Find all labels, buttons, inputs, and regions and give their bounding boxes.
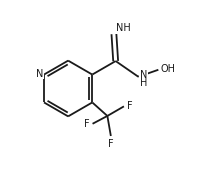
Text: F: F [127, 101, 132, 111]
Text: H: H [140, 78, 147, 88]
Text: N: N [36, 69, 43, 79]
Text: F: F [84, 119, 90, 129]
Text: NH: NH [116, 23, 131, 33]
Text: F: F [108, 139, 114, 149]
Text: N: N [140, 70, 147, 80]
Text: OH: OH [161, 64, 176, 74]
